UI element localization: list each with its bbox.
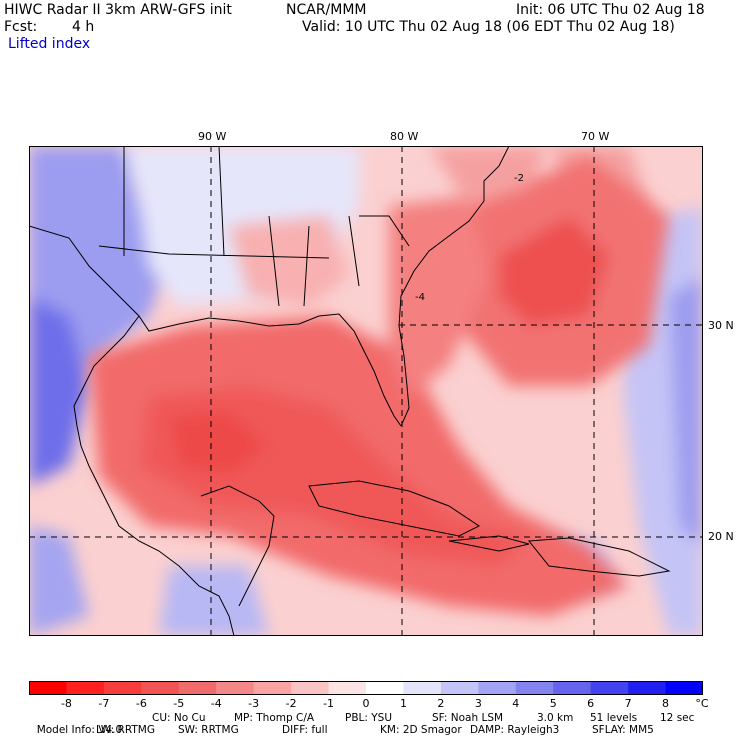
colorbar-tick-label: -6 <box>135 697 147 710</box>
colorbar-cell <box>103 681 142 695</box>
colorbar-cell <box>665 681 703 695</box>
colorbar-cell <box>440 681 479 695</box>
colorbar-cell <box>478 681 517 695</box>
colorbar-tick-label: -3 <box>248 697 260 710</box>
lat-label-30n: 30 N <box>708 319 734 332</box>
colorbar-unit: °C <box>695 697 709 710</box>
colorbar-tick-label: -4 <box>210 697 222 710</box>
colorbar-cell <box>216 681 255 695</box>
colorbar-tick-label: 2 <box>437 697 445 710</box>
sf-scheme: SF: Noah LSM <box>432 712 504 724</box>
colorbar-tick-label: -2 <box>285 697 297 710</box>
model-info-version: Model Info: V4.0 <box>36 724 123 736</box>
timestep: 12 sec <box>660 712 695 724</box>
lat-label-20n: 20 N <box>708 530 734 543</box>
colorbar-tick-label: -1 <box>323 697 335 710</box>
colorbar-cell <box>403 681 442 695</box>
colorbar-tick-label: -7 <box>98 697 110 710</box>
colorbar-cell <box>590 681 629 695</box>
sflay-option: SFLAY: MM5 <box>592 724 654 736</box>
colorbar-cell <box>66 681 105 695</box>
valid-time: Valid: 10 UTC Thu 02 Aug 18 (06 EDT Thu … <box>302 19 675 35</box>
colorbar-tick-label: 7 <box>624 697 632 710</box>
field-name: Lifted index <box>8 36 91 52</box>
lon-label-80w: 80 W <box>390 130 419 143</box>
mp-scheme: MP: Thomp C/A <box>234 712 315 724</box>
colorbar-cell <box>628 681 667 695</box>
colorbar-tick-label: -8 <box>60 697 72 710</box>
colorbar-tick-label: 3 <box>474 697 482 710</box>
colorbar-cell <box>178 681 217 695</box>
colorbar-cell <box>515 681 554 695</box>
lon-label-90w: 90 W <box>198 130 227 143</box>
diff-option: DIFF: full <box>282 724 328 736</box>
colorbar-tick-label: 6 <box>587 697 595 710</box>
lon-label-70w: 70 W <box>581 130 610 143</box>
colorbar-cell <box>328 681 367 695</box>
pbl-scheme: PBL: YSU <box>345 712 393 724</box>
lw-scheme: LW: RRTMG <box>96 724 155 736</box>
colorbar-tick-label: 4 <box>512 697 520 710</box>
colorbar <box>29 681 703 695</box>
init-time: Init: 06 UTC Thu 02 Aug 18 <box>516 2 705 18</box>
model-title: HIWC Radar II 3km ARW-GFS init <box>4 2 232 18</box>
org-label: NCAR/MMM <box>286 2 367 18</box>
colorbar-cell <box>141 681 180 695</box>
contour-label-minus2: -2 <box>514 173 524 184</box>
vertical-levels: 51 levels <box>590 712 638 724</box>
colorbar-cell <box>366 681 404 695</box>
colorbar-tick-label: 0 <box>362 697 370 710</box>
colorbar-tick-label: 8 <box>662 697 670 710</box>
km-option: KM: 2D Smagor <box>380 724 462 736</box>
forecast-label: Fcst: <box>4 19 38 35</box>
forecast-hour: 4 h <box>72 19 95 35</box>
colorbar-tick-label: 5 <box>549 697 557 710</box>
colorbar-cell <box>29 681 67 695</box>
colorbar-tick-label: -5 <box>173 697 185 710</box>
grid-spacing: 3.0 km <box>537 712 574 724</box>
contour-label-minus4: -4 <box>415 292 425 303</box>
cu-scheme: CU: No Cu <box>152 712 206 724</box>
colorbar-cell <box>291 681 330 695</box>
colorbar-cell <box>253 681 292 695</box>
lifted-index-map: -2 -4 <box>29 146 703 636</box>
sw-scheme: SW: RRTMG <box>178 724 239 736</box>
damp-option: DAMP: Rayleigh3 <box>470 724 560 736</box>
colorbar-cell <box>553 681 592 695</box>
colorbar-tick-label: 1 <box>399 697 407 710</box>
